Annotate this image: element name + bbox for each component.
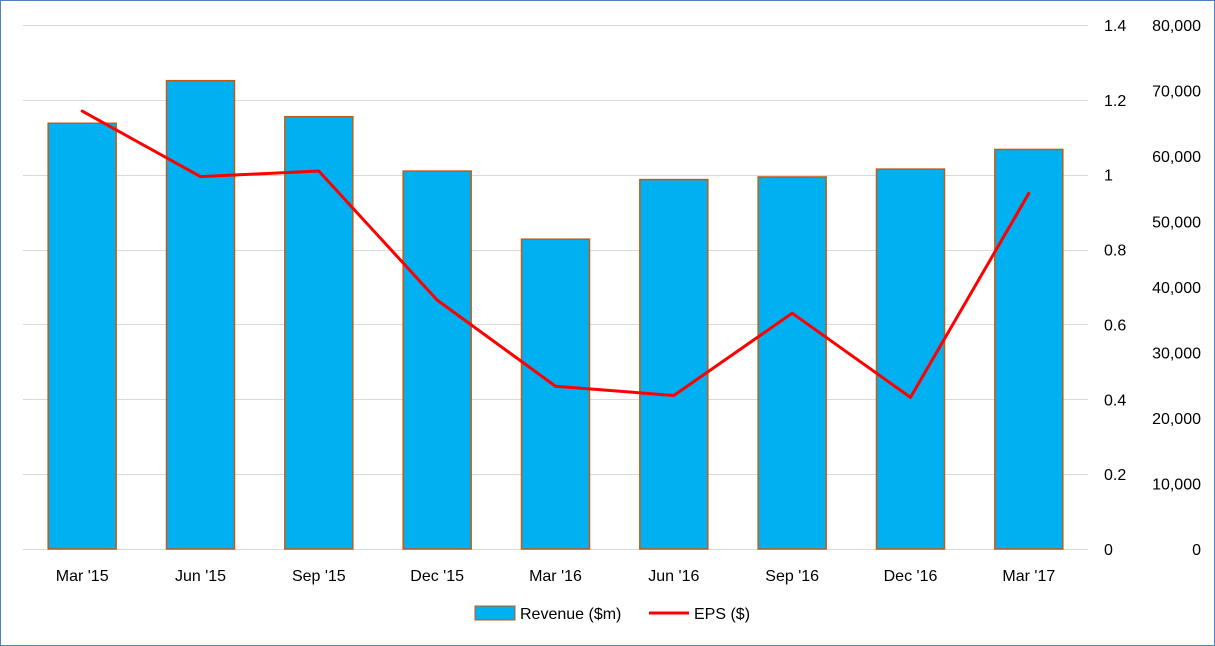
eps-line-layer xyxy=(80,109,1031,399)
legend-revenue-swatch xyxy=(474,605,516,621)
right-y-tick-label: 20,000 xyxy=(1152,411,1201,428)
legend: Revenue ($m) EPS ($) xyxy=(474,605,750,623)
eps-line xyxy=(80,109,1031,399)
right-y-tick-label: 50,000 xyxy=(1152,215,1201,232)
x-tick-label: Mar '17 xyxy=(1002,568,1055,585)
x-tick-label: Jun '16 xyxy=(648,568,699,585)
left-y-tick-label: 0.6 xyxy=(1104,317,1126,334)
x-tick-label: Mar '16 xyxy=(529,568,582,585)
revenue-bar xyxy=(402,170,472,550)
right-y-tick-label: 30,000 xyxy=(1152,346,1201,363)
x-tick-label: Dec '16 xyxy=(884,568,938,585)
revenue-bar xyxy=(47,122,117,550)
right-y-axis: 0 10,000 20,000 30,000 40,000 50,000 60,000 70,… xyxy=(1152,18,1201,559)
revenue-bar xyxy=(639,178,709,550)
x-tick-label: Dec '15 xyxy=(410,568,464,585)
left-y-tick-label: 0 xyxy=(1104,542,1113,559)
x-tick-label: Mar '15 xyxy=(56,568,109,585)
legend-eps-label: EPS ($) xyxy=(694,606,750,623)
right-y-tick-label: 70,000 xyxy=(1152,84,1201,101)
left-y-tick-label: 1 xyxy=(1104,168,1113,185)
right-y-tick-label: 0 xyxy=(1192,542,1201,559)
left-y-tick-label: 1.4 xyxy=(1104,18,1126,35)
revenue-bar xyxy=(520,238,591,550)
left-y-tick-label: 0.4 xyxy=(1104,392,1126,409)
left-y-tick-label: 1.2 xyxy=(1104,93,1126,110)
right-y-tick-label: 40,000 xyxy=(1152,280,1201,297)
left-y-tick-label: 0.8 xyxy=(1104,243,1126,260)
revenue-bar xyxy=(994,148,1064,550)
revenue-bar xyxy=(165,79,236,550)
revenue-bar xyxy=(757,176,827,550)
right-y-tick-label: 10,000 xyxy=(1152,477,1201,494)
revenue-bars xyxy=(47,79,1064,550)
revenue-bar xyxy=(284,115,354,550)
x-tick-label: Sep '15 xyxy=(292,568,346,585)
legend-revenue-label: Revenue ($m) xyxy=(520,606,621,623)
x-tick-label: Sep '16 xyxy=(765,568,819,585)
left-y-axis: 0 0.2 0.4 0.6 0.8 1 1.2 1.4 xyxy=(1104,18,1126,559)
x-tick-label: Jun '15 xyxy=(175,568,226,585)
right-y-tick-label: 60,000 xyxy=(1152,149,1201,166)
x-axis: Mar '15 Jun '15 Sep '15 Dec '15 Mar '16 Jun '… xyxy=(56,568,1056,585)
left-y-tick-label: 0.2 xyxy=(1104,467,1126,484)
right-y-tick-label: 80,000 xyxy=(1152,18,1201,35)
